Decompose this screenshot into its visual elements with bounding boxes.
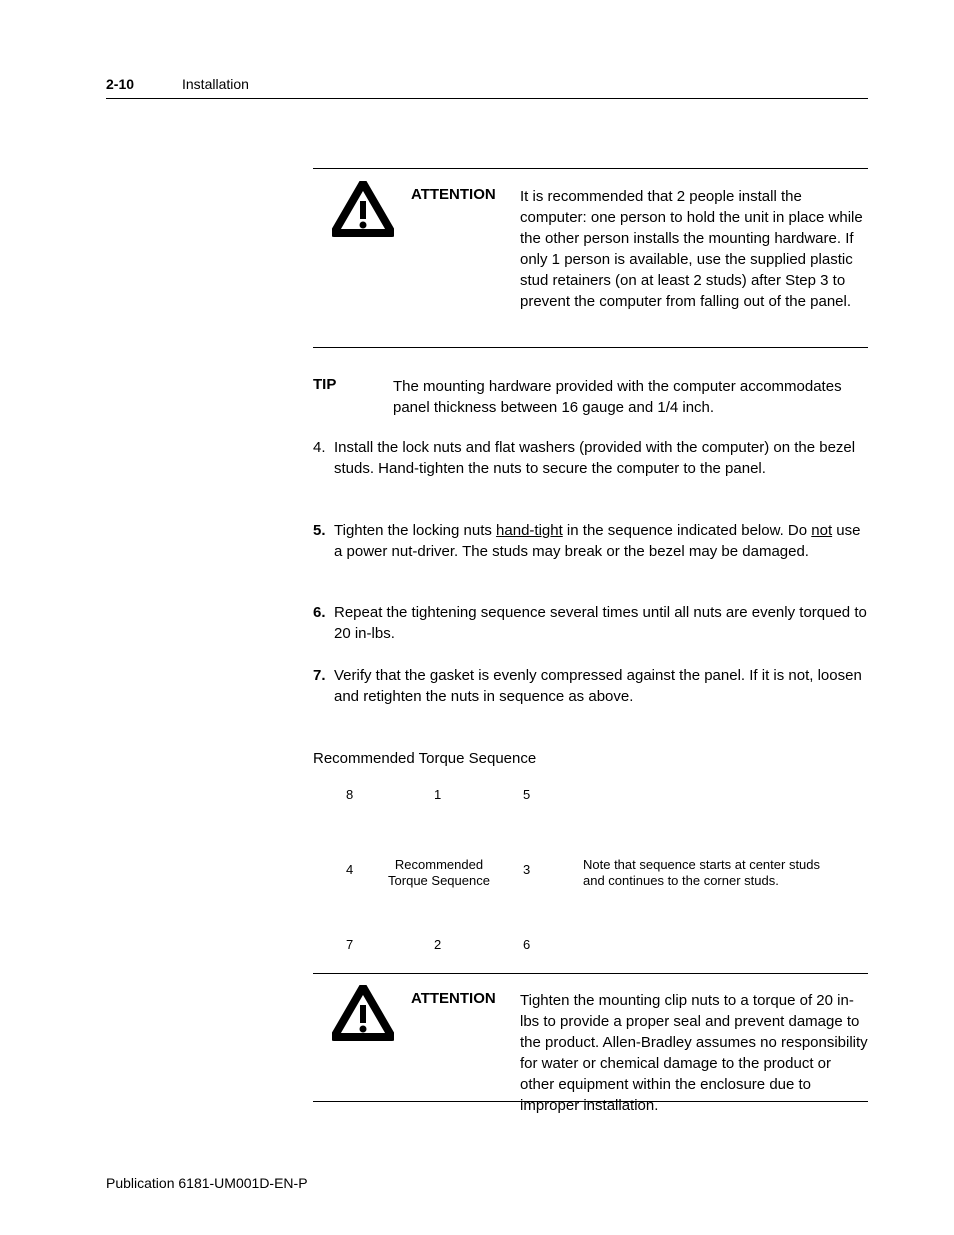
page-header-title: Installation [182,76,249,92]
torque-num-6: 6 [523,937,530,952]
torque-diagram: 8 1 5 4 Recommended Torque Sequence 3 7 … [313,775,868,965]
attention-label: ATTENTION [411,990,496,1007]
underlined-text: not [811,522,832,539]
step-text: Verify that the gasket is evenly compres… [334,665,868,707]
text: Tighten the locking nuts [334,522,496,539]
text: in the sequence indicated below. Do [563,522,812,539]
tip-text: The mounting hardware provided with the … [393,376,868,418]
rule [313,973,868,974]
header-rule [106,98,868,99]
rule [313,347,868,348]
step-6: 6. Repeat the tightening sequence severa… [313,602,868,644]
torque-diagram-label: Recommended Torque Sequence [382,857,496,888]
tip-label: TIP [313,376,336,393]
torque-num-3: 3 [523,862,530,877]
rule [313,168,868,169]
torque-num-7: 7 [346,937,353,952]
step-number: 6. [313,602,326,623]
page-number: 2-10 [106,76,134,92]
step-text: Install the lock nuts and flat washers (… [334,437,868,479]
step-5: 5. Tighten the locking nuts hand-tight i… [313,520,868,562]
step-number: 5. [313,520,326,541]
step-text: Repeat the tightening sequence several t… [334,602,868,644]
warning-icon [332,181,394,242]
attention-text: It is recommended that 2 people install … [520,186,868,312]
footer-publication: Publication 6181-UM001D-EN-P [106,1175,308,1191]
torque-diagram-note: Note that sequence starts at center stud… [583,857,838,890]
rule [313,1101,868,1102]
torque-num-5: 5 [523,787,530,802]
attention-text: Tighten the mounting clip nuts to a torq… [520,990,868,1116]
underlined-text: hand-tight [496,522,563,539]
step-number: 7. [313,665,326,686]
warning-icon [332,985,394,1046]
step-4: 4. Install the lock nuts and flat washer… [313,437,868,479]
torque-num-8: 8 [346,787,353,802]
torque-num-1: 1 [434,787,441,802]
step-number: 4. [313,437,326,458]
step-text: Tighten the locking nuts hand-tight in t… [334,520,868,562]
step-7: 7. Verify that the gasket is evenly comp… [313,665,868,707]
torque-num-2: 2 [434,937,441,952]
torque-num-4: 4 [346,862,353,877]
attention-label: ATTENTION [411,186,496,203]
figure-caption: Recommended Torque Sequence [313,750,536,767]
